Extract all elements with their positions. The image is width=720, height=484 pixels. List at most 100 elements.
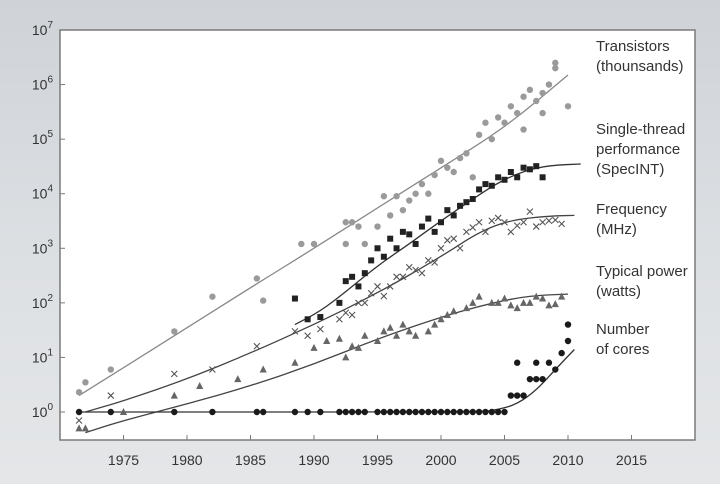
x-axis-tick-labels: 1975 1980 1985 1990 1995 2000 2005 2010 2015 [108, 435, 647, 468]
data-point [494, 408, 502, 416]
data-point [412, 266, 419, 274]
data-point [107, 408, 115, 416]
data-point [75, 408, 83, 416]
data-point [418, 408, 426, 416]
y-tick-base: 10 [32, 349, 48, 365]
y-tick-exponent: 3 [47, 238, 53, 249]
series-label-line: (watts) [596, 283, 641, 300]
data-point [425, 190, 432, 197]
data-point [170, 370, 178, 378]
y-tick-base: 10 [32, 22, 48, 38]
data-point [342, 309, 350, 317]
data-point [291, 408, 299, 416]
data-point [539, 218, 546, 226]
series-label-line: Transistors [596, 38, 670, 55]
data-point [387, 408, 394, 416]
data-point [260, 408, 267, 416]
x-tick-label: 2005 [489, 452, 520, 468]
data-point [431, 408, 438, 416]
y-tick-label: 101 [32, 347, 54, 365]
series-label: Transistors (thounsands) [596, 38, 684, 75]
data-point [437, 408, 445, 416]
data-point [209, 366, 216, 373]
data-point [209, 293, 216, 300]
data-point [425, 408, 432, 416]
data-point [501, 218, 508, 226]
series-markers [75, 59, 572, 396]
series-label-line: of cores [596, 341, 649, 358]
data-point [507, 103, 515, 110]
x-tick-label: 1985 [235, 452, 266, 468]
data-point [551, 216, 559, 224]
data-point [564, 337, 572, 345]
series-label-line: (SpecINT) [596, 161, 664, 178]
data-point [526, 86, 534, 94]
data-point [387, 212, 394, 219]
data-point [399, 273, 407, 281]
data-point [380, 408, 388, 416]
data-point [171, 408, 178, 416]
data-point [526, 375, 534, 383]
data-point [336, 315, 343, 323]
data-point [545, 301, 553, 309]
data-point [501, 119, 508, 126]
data-point [304, 408, 311, 416]
data-point [107, 366, 115, 373]
data-point [437, 315, 445, 323]
data-point [304, 316, 311, 323]
data-point [348, 408, 356, 416]
data-point [406, 197, 413, 204]
data-point [75, 389, 83, 396]
series-label: Typical power (watts) [596, 263, 688, 300]
y-tick-exponent: 7 [47, 20, 53, 31]
trend-line [294, 163, 581, 326]
x-tick-label: 1990 [298, 452, 329, 468]
data-point [368, 257, 375, 264]
data-point [450, 408, 457, 416]
x-tick-label: 2010 [552, 452, 583, 468]
data-point [558, 349, 565, 357]
data-point [399, 320, 407, 328]
data-point [552, 64, 559, 72]
data-point [539, 375, 546, 383]
data-point [374, 408, 381, 416]
x-tick-label: 1995 [362, 452, 393, 468]
data-point [81, 424, 89, 432]
data-point [107, 392, 115, 399]
data-point [412, 240, 419, 247]
data-point [463, 408, 470, 416]
data-point [374, 245, 381, 252]
data-point [304, 332, 312, 340]
data-point [558, 292, 566, 300]
data-point [552, 366, 559, 373]
data-point [291, 358, 299, 366]
data-point [418, 223, 425, 230]
data-point [444, 408, 451, 416]
data-point [533, 97, 540, 105]
data-point [336, 299, 343, 306]
data-point [437, 244, 445, 252]
data-point [526, 298, 534, 306]
data-point [482, 408, 489, 416]
data-point [380, 292, 388, 300]
y-tick-base: 10 [32, 186, 48, 202]
x-tick-label: 1975 [108, 452, 139, 468]
data-point [209, 408, 216, 416]
x-tick-label: 2015 [616, 452, 647, 468]
y-tick-base: 10 [32, 77, 48, 93]
series-label-line: Typical power [596, 263, 688, 280]
data-point [501, 176, 508, 183]
data-point [494, 214, 502, 222]
data-point [564, 103, 572, 110]
data-point [348, 311, 356, 319]
data-point [317, 408, 324, 416]
series-markers [291, 163, 546, 323]
data-point [469, 224, 477, 231]
data-point [551, 300, 559, 308]
series-label: Single-thread performance (SpecINT) [596, 121, 685, 178]
data-point [386, 283, 394, 290]
data-point [393, 245, 400, 252]
data-point [348, 342, 356, 350]
